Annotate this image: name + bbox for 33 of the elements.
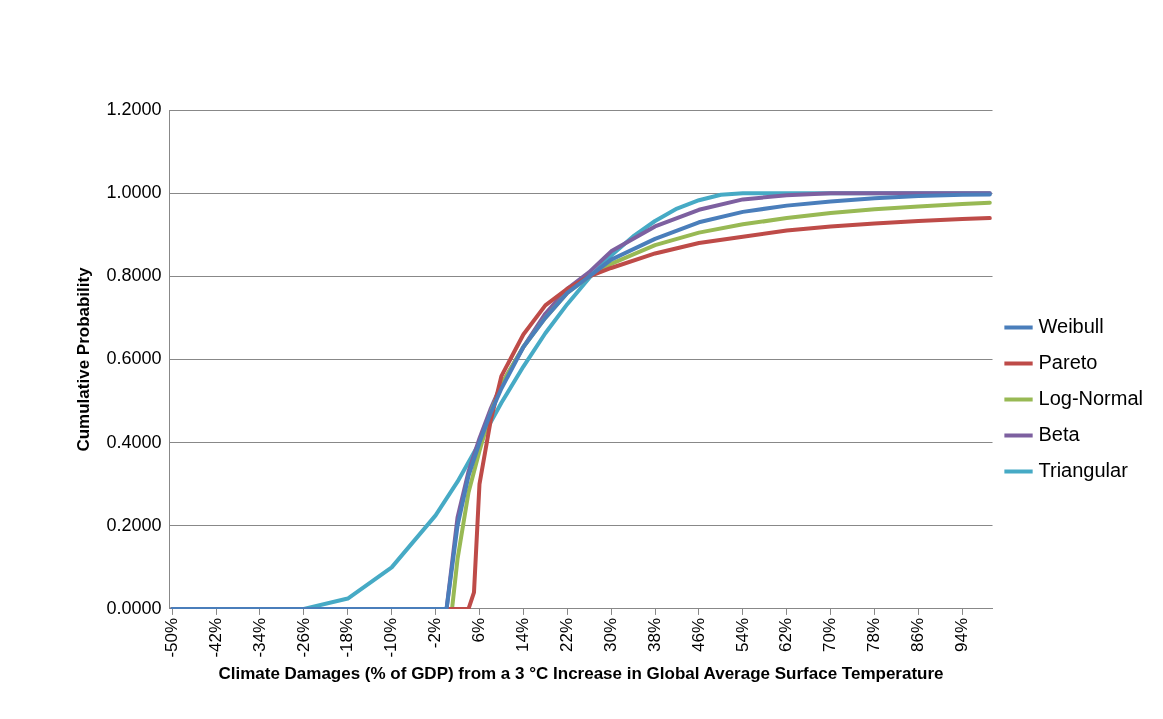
x-tick-label: 22% [556,617,576,652]
x-tick-label: 46% [688,617,708,652]
x-tick-label: 38% [644,617,664,652]
y-tick-label: 0.8000 [106,265,162,286]
y-tick-label: 0.4000 [106,431,162,452]
x-tick-label: 54% [732,617,752,652]
x-tick-label: -18% [337,617,357,658]
y-tick-label: 1.2000 [106,98,162,119]
x-tick-label: 94% [952,617,972,652]
x-tick-label: 78% [864,617,884,652]
legend-label: Triangular [1038,459,1129,482]
y-tick-label: 0.0000 [106,597,162,618]
x-tick-label: 30% [600,617,620,652]
legend-label: Beta [1038,423,1081,446]
x-tick-label: -10% [381,617,401,658]
x-tick-label: -42% [205,617,225,658]
x-tick-label: 6% [469,617,489,643]
x-tick-label: -26% [293,617,313,658]
x-tick-label: 62% [776,617,796,652]
y-tick-label: 0.6000 [106,348,162,369]
x-tick-label: -2% [425,617,445,649]
x-tick-label: 14% [513,617,533,652]
x-tick-label: -34% [249,617,269,658]
x-tick-label: -50% [161,617,181,658]
x-tick-label: 70% [820,617,840,652]
legend-label: Weibull [1038,315,1104,338]
y-axis-title: Cumulative Probability [73,266,93,452]
legend-label: Pareto [1038,351,1098,374]
legend-label: Log-Normal [1038,387,1143,410]
y-tick-label: 1.0000 [106,182,162,203]
y-tick-label: 0.2000 [106,514,162,535]
x-tick-label: 86% [908,617,928,652]
x-axis-title: Climate Damages (% of GDP) from a 3 °C Increase in Global Average Surface Temperature [218,664,944,684]
